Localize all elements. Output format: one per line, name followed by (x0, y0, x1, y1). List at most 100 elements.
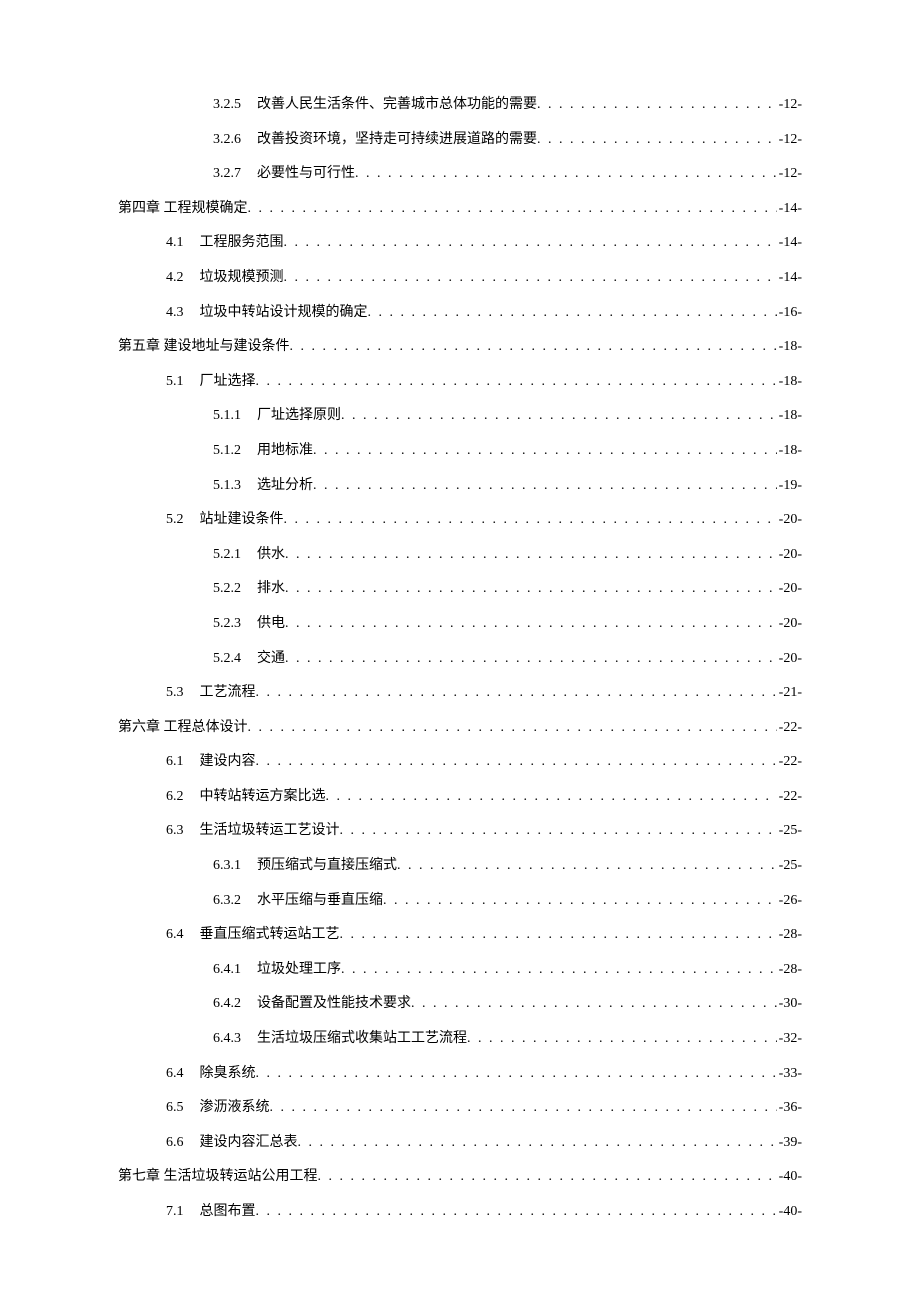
toc-title: 交通 (257, 642, 285, 677)
toc-page: -30- (777, 987, 802, 1022)
toc-page: -25- (777, 849, 802, 884)
toc-title: 垃圾处理工序 (257, 953, 341, 988)
toc-number: 6.4.2 (213, 987, 241, 1022)
toc-title: 除臭系统 (200, 1057, 256, 1092)
toc-number: 5.1.2 (213, 434, 241, 469)
toc-dots (256, 365, 777, 400)
toc-page: -33- (777, 1057, 802, 1092)
toc-number: 5.1.3 (213, 469, 241, 504)
toc-title: 站址建设条件 (200, 503, 284, 538)
toc-title: 第五章 建设地址与建设条件 (118, 330, 290, 365)
toc-number: 6.3.2 (213, 884, 241, 919)
toc-title: 建设内容汇总表 (200, 1126, 298, 1161)
toc-title: 厂址选择 (200, 365, 256, 400)
toc-page: -14- (777, 226, 802, 261)
toc-dots (284, 503, 777, 538)
toc-entry: 6.4.2 设备配置及性能技术要求 -30- (118, 987, 802, 1022)
toc-page: -20- (777, 538, 802, 573)
toc-entry: 第七章 生活垃圾转运站公用工程-40- (118, 1160, 802, 1195)
toc-page: -19- (777, 469, 802, 504)
toc-title: 排水 (257, 572, 285, 607)
toc-entry: 5.3工艺流程-21- (118, 676, 802, 711)
toc-entry: 5.2.3供电-20- (118, 607, 802, 642)
toc-dots (256, 676, 777, 711)
toc-title: 垂直压缩式转运站工艺 (200, 918, 340, 953)
toc-entry: 5.2站址建设条件-20- (118, 503, 802, 538)
toc-number: 6.4 (166, 918, 184, 953)
toc-dots (341, 399, 777, 434)
toc-title: 总图布置 (200, 1195, 256, 1230)
toc-page: -26- (777, 884, 802, 919)
toc-page: -16- (777, 296, 802, 331)
toc-entry: 5.1.3 选址分析 -19- (118, 469, 802, 504)
toc-dots (285, 572, 777, 607)
toc-title: 预压缩式与直接压缩式 (257, 849, 397, 884)
toc-entry: 6.4垂直压缩式转运站工艺-28- (118, 918, 802, 953)
toc-page: -18- (777, 330, 802, 365)
toc-page: -36- (777, 1091, 802, 1126)
toc-dots (256, 1195, 777, 1230)
toc-title: 第六章 工程总体设计 (118, 711, 248, 746)
toc-number: 6.6 (166, 1126, 184, 1161)
toc-number: 6.5 (166, 1091, 184, 1126)
toc-page: -22- (777, 745, 802, 780)
toc-dots (285, 607, 777, 642)
toc-title: 改善投资环境，坚持走可持续进展道路的需要 (257, 123, 537, 158)
toc-entry: 第四章 工程规模确定-14- (118, 192, 802, 227)
toc-title: 必要性与可行性 (257, 157, 355, 192)
toc-page: -12- (777, 88, 802, 123)
toc-number: 6.2 (166, 780, 184, 815)
toc-entry: 6.1建设内容-22- (118, 745, 802, 780)
toc-entry: 6.4.1 垃圾处理工序 -28- (118, 953, 802, 988)
toc-number: 4.1 (166, 226, 184, 261)
toc-entry: 6.5 渗沥液系统 -36- (118, 1091, 802, 1126)
toc-entry: 3.2.7必要性与可行性-12- (118, 157, 802, 192)
toc-entry: 6.3.2 水平压缩与垂直压缩 -26- (118, 884, 802, 919)
toc-entry: 4.2垃圾规模预测-14- (118, 261, 802, 296)
toc-number: 5.1 (166, 365, 184, 400)
toc-title: 供水 (257, 538, 285, 573)
toc-number: 3.2.7 (213, 157, 241, 192)
toc-entry: 4.3垃圾中转站设计规模的确定-16- (118, 296, 802, 331)
toc-number: 5.2.2 (213, 572, 241, 607)
toc-dots (467, 1022, 777, 1057)
toc-title: 中转站转运方案比选 (200, 780, 326, 815)
toc-dots (341, 953, 777, 988)
toc-title: 改善人民生活条件、完善城市总体功能的需要 (257, 88, 537, 123)
toc-dots (411, 987, 777, 1022)
toc-entry: 3.2.6改善投资环境，坚持走可持续进展道路的需要-12- (118, 123, 802, 158)
toc-page: -39- (777, 1126, 802, 1161)
toc-page: -21- (777, 676, 802, 711)
toc-title: 选址分析 (257, 469, 313, 504)
toc-dots (284, 226, 777, 261)
toc-title: 渗沥液系统 (200, 1091, 270, 1126)
toc-number: 6.4.1 (213, 953, 241, 988)
toc-dots (340, 814, 777, 849)
toc-page: -18- (777, 434, 802, 469)
toc-title: 水平压缩与垂直压缩 (257, 884, 383, 919)
toc-page: -22- (777, 711, 802, 746)
toc-dots (355, 157, 777, 192)
toc-title: 设备配置及性能技术要求 (257, 987, 411, 1022)
toc-page: -40- (777, 1195, 802, 1230)
toc-dots (248, 711, 777, 746)
toc-entry: 第六章 工程总体设计 -22- (118, 711, 802, 746)
toc-dots (313, 434, 777, 469)
toc-entry: 7.1 总图布置 -40- (118, 1195, 802, 1230)
toc-dots (313, 469, 777, 504)
toc-dots (256, 1057, 777, 1092)
toc-title: 建设内容 (200, 745, 256, 780)
toc-title: 供电 (257, 607, 285, 642)
toc-dots (270, 1091, 777, 1126)
toc-dots (256, 745, 777, 780)
toc-dots (368, 296, 777, 331)
toc-entry: 4.1工程服务范围-14- (118, 226, 802, 261)
toc-page: -28- (777, 953, 802, 988)
toc-dots (285, 538, 777, 573)
toc-number: 4.2 (166, 261, 184, 296)
toc-dots (537, 88, 777, 123)
toc-entry: 6.6 建设内容汇总表 -39- (118, 1126, 802, 1161)
toc-page: -20- (777, 607, 802, 642)
toc-number: 7.1 (166, 1195, 184, 1230)
toc-title: 生活垃圾压缩式收集站工工艺流程 (257, 1022, 467, 1057)
